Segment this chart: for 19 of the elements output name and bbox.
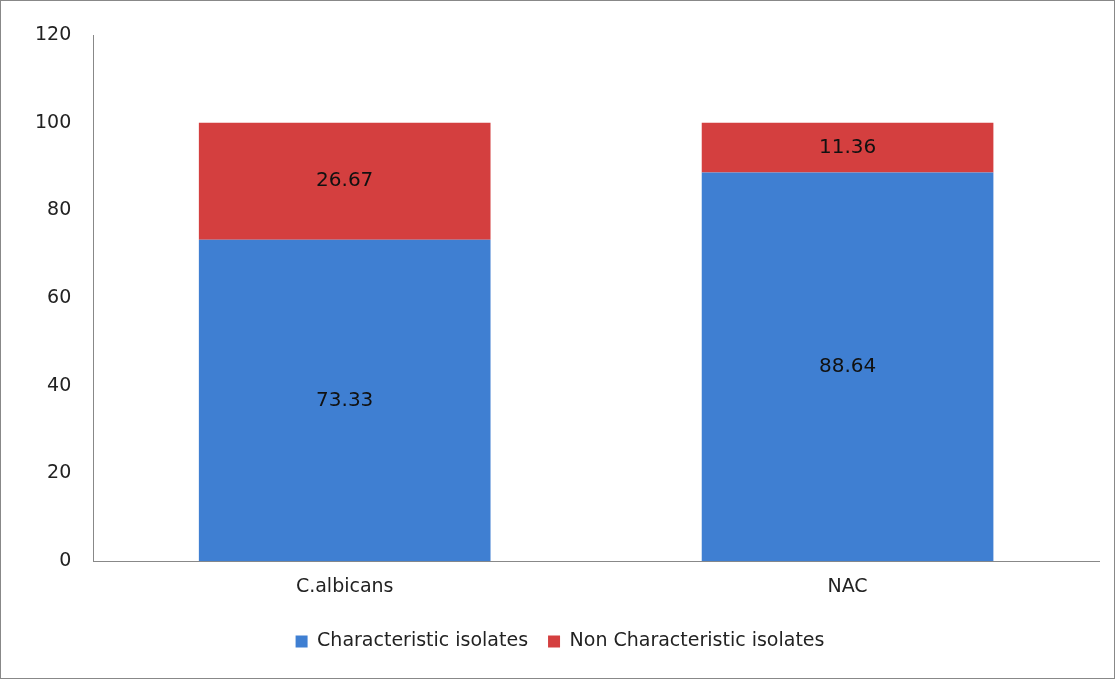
x-tick-label: C.albicans bbox=[295, 573, 394, 596]
data-label: 88.64 bbox=[818, 353, 877, 378]
legend-label: Non Characteristic isolates bbox=[569, 628, 825, 651]
legend-label: Characteristic isolates bbox=[317, 628, 529, 651]
y-tick-label: 20 bbox=[47, 460, 72, 483]
y-tick-label: 120 bbox=[35, 21, 72, 44]
y-tick-label: 40 bbox=[47, 372, 72, 395]
bar bbox=[198, 239, 491, 562]
bar bbox=[198, 122, 491, 240]
x-tick-label: NAC bbox=[827, 573, 868, 596]
y-tick-label: 60 bbox=[47, 285, 72, 308]
data-label: 11.36 bbox=[818, 133, 877, 158]
data-label: 73.33 bbox=[316, 386, 374, 411]
bar bbox=[701, 122, 994, 173]
y-tick-label: 0 bbox=[59, 548, 72, 571]
bar bbox=[701, 172, 994, 562]
y-tick-label: 100 bbox=[35, 109, 72, 132]
data-label: 26.67 bbox=[316, 167, 374, 192]
y-tick-label: 80 bbox=[47, 197, 72, 220]
